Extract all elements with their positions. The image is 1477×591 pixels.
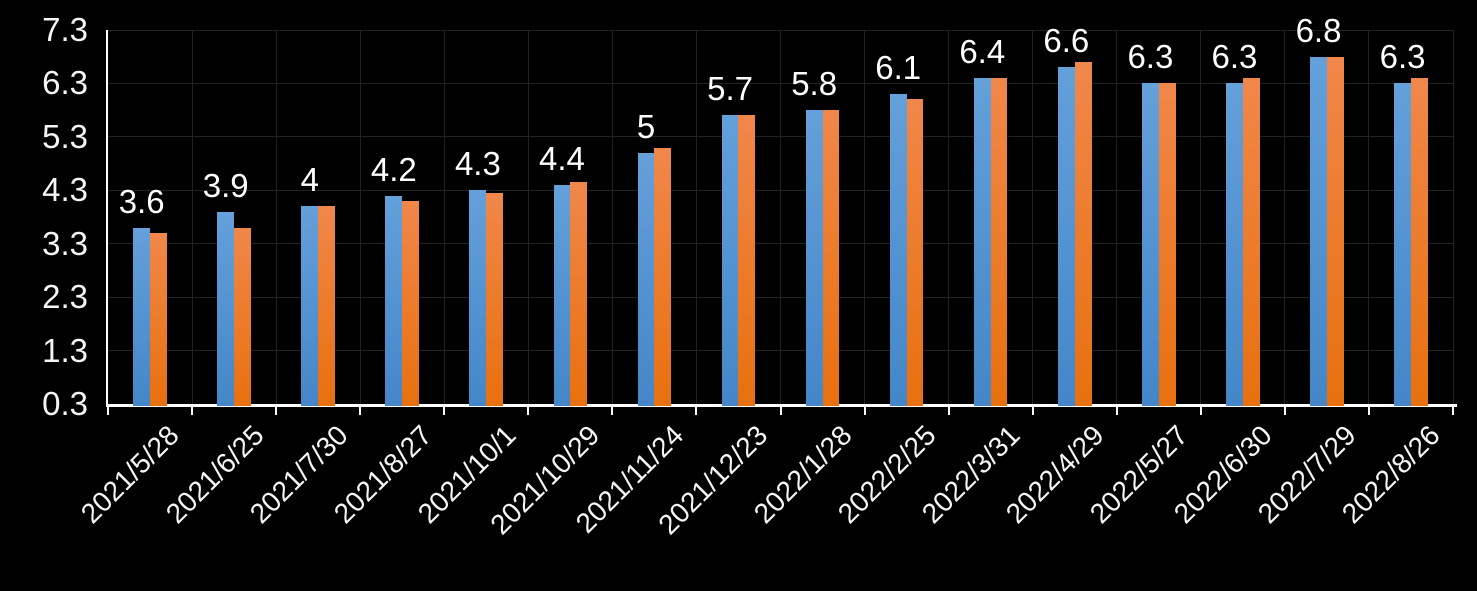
gridline-vertical	[864, 30, 866, 404]
y-tick-label: 1.3	[42, 331, 88, 369]
bar-series1-blue	[1394, 83, 1411, 406]
gridline-vertical	[1032, 30, 1034, 404]
x-axis-tick	[191, 404, 194, 415]
bar-series2-orange	[1158, 83, 1176, 406]
bar-series1-blue	[553, 184, 571, 406]
bar-series2-orange	[1410, 78, 1428, 406]
gridline-vertical	[1116, 30, 1118, 404]
bar-series1-blue	[385, 195, 403, 406]
gridline-vertical	[1452, 30, 1454, 404]
bar-series2-orange	[570, 182, 588, 406]
bar-value-label: 6.3	[1211, 38, 1258, 76]
bar-series1-blue	[721, 115, 739, 406]
bar-series1-blue	[889, 94, 907, 406]
bar-series2-orange	[486, 192, 504, 406]
x-axis-tick	[947, 404, 950, 415]
x-axis-tick	[359, 404, 362, 415]
bar-series1-blue	[1310, 56, 1327, 406]
x-axis-tick	[1452, 404, 1454, 415]
bar-value-label: 6.8	[1295, 11, 1342, 49]
y-tick-label: 7.3	[42, 11, 88, 48]
y-axis-line	[106, 30, 108, 407]
bar-series1-blue	[973, 78, 991, 406]
bar-value-label: 6.3	[1127, 38, 1174, 76]
gridline-vertical	[1368, 30, 1370, 404]
x-axis-tick	[695, 404, 698, 415]
y-tick-label: 3.3	[42, 224, 88, 262]
bar-series2-orange	[402, 200, 420, 406]
bar-series2-orange	[990, 78, 1008, 406]
gridline-vertical	[275, 30, 277, 404]
bar-series2-orange	[654, 147, 672, 406]
bar-value-label: 4.2	[370, 150, 417, 188]
y-tick-label: 0.3	[42, 385, 88, 422]
bar-series2-orange	[1242, 78, 1260, 406]
x-axis-tick	[611, 404, 614, 415]
bar-series2-orange	[738, 115, 756, 406]
bar-series1-blue	[1057, 67, 1075, 406]
x-axis-line	[108, 404, 1457, 407]
bar-series2-orange	[822, 110, 840, 406]
gridline-vertical	[780, 30, 781, 404]
bar-value-label: 4.3	[454, 145, 501, 183]
x-axis-tick	[863, 404, 866, 415]
bar-value-label: 5.7	[707, 70, 753, 108]
bar-series2-orange	[906, 99, 924, 406]
bar-series1-blue	[217, 211, 235, 406]
y-tick-label: 5.3	[42, 117, 88, 155]
y-tick-label: 2.3	[42, 278, 88, 316]
bar-series1-blue	[1226, 83, 1243, 406]
x-axis-tick	[779, 404, 782, 415]
bar-series1-blue	[301, 206, 319, 406]
x-axis-tick	[1031, 404, 1034, 415]
bar-value-label: 5	[636, 107, 656, 145]
bar-series2-orange	[1326, 56, 1344, 406]
x-axis-tick	[1115, 404, 1118, 415]
gridline-vertical	[1284, 30, 1286, 404]
bar-series1-blue	[469, 190, 487, 406]
bar-value-label: 3.9	[202, 166, 249, 204]
bar-value-label: 4.4	[539, 139, 585, 177]
bar-value-label: 6.3	[1379, 38, 1426, 76]
gridline-vertical	[527, 30, 529, 404]
bar-series2-orange	[1074, 62, 1092, 406]
bar-value-label: 4	[300, 161, 319, 199]
bar-value-label: 6.4	[959, 33, 1006, 71]
bar-value-label: 5.8	[791, 65, 838, 103]
x-axis-tick	[1283, 404, 1286, 415]
gridline-vertical	[191, 30, 193, 404]
y-tick-label: 6.3	[42, 64, 88, 102]
bar-series2-orange	[150, 233, 167, 406]
gridline-vertical	[695, 30, 697, 404]
gridline-vertical	[359, 30, 361, 404]
x-axis-tick	[443, 404, 446, 415]
gridline-vertical	[948, 30, 950, 404]
y-tick-label: 4.3	[42, 171, 88, 209]
bar-series1-blue	[1141, 83, 1159, 406]
bar-series1-blue	[637, 152, 655, 406]
x-axis-tick	[275, 404, 278, 415]
bar-value-label: 6.1	[875, 49, 922, 87]
x-axis-tick	[1199, 404, 1202, 415]
x-axis-tick	[107, 404, 109, 415]
bar-series1-blue	[133, 227, 151, 406]
bar-series1-blue	[805, 110, 823, 406]
x-axis-tick	[527, 404, 530, 415]
bar-value-label: 6.6	[1043, 22, 1090, 60]
gridline-vertical	[611, 30, 613, 404]
x-axis-tick	[1367, 404, 1370, 415]
bar-series2-orange	[318, 206, 335, 406]
bar-series2-orange	[234, 227, 251, 406]
gridline-vertical	[1200, 30, 1202, 404]
bar-value-label: 3.6	[118, 182, 165, 220]
gridline-vertical	[443, 30, 445, 404]
